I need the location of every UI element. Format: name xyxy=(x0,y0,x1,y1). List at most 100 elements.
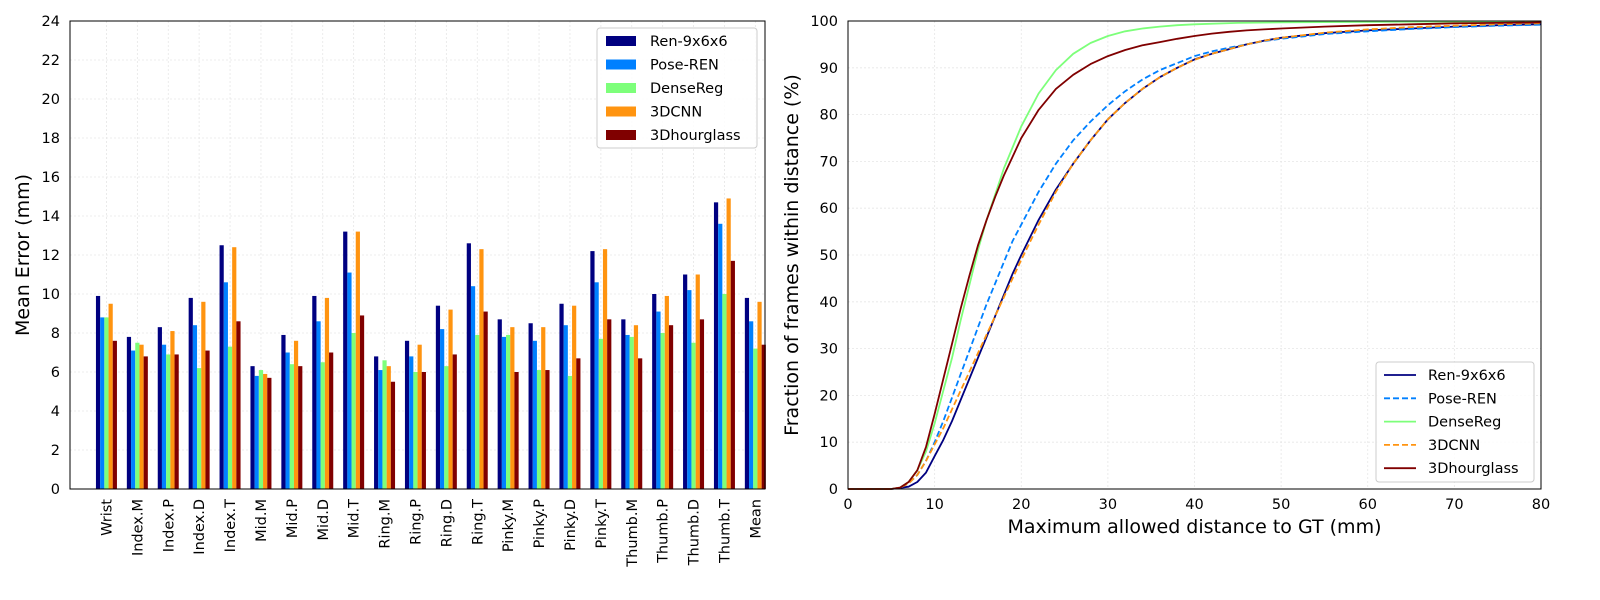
bar xyxy=(390,381,396,489)
legend-label: DenseReg xyxy=(1428,415,1501,431)
bar xyxy=(598,338,603,489)
bar xyxy=(452,354,457,489)
bar-y-tick-label: 20 xyxy=(42,92,60,108)
legend-label: Pose-REN xyxy=(1428,391,1497,407)
bar xyxy=(404,340,410,489)
bar xyxy=(374,356,379,489)
bar-x-tick-label: Thumb.P xyxy=(656,499,672,564)
bar-y-tick-label: 2 xyxy=(51,443,60,459)
bar-x-tick-label: Thumb.T xyxy=(717,499,733,564)
legend-swatch xyxy=(606,130,636,140)
bar xyxy=(219,245,224,489)
line-y-tick-label: 10 xyxy=(820,435,838,451)
bar xyxy=(683,274,688,489)
bar xyxy=(95,295,101,489)
bar xyxy=(514,372,519,489)
bar xyxy=(629,336,634,489)
bar xyxy=(267,377,272,489)
line-y-tick-label: 20 xyxy=(820,388,838,404)
line-chart-x-ticks: 0 10 20 30 40 50 60 70 80 xyxy=(843,497,1550,513)
bar xyxy=(324,297,330,489)
line-chart-y-axis-label: Fraction of frames within distance (%) xyxy=(781,74,803,436)
bar xyxy=(281,334,286,489)
bar-y-tick-label: 12 xyxy=(42,248,60,264)
bar xyxy=(497,319,502,489)
bar xyxy=(660,333,665,489)
bar xyxy=(722,294,727,489)
bar xyxy=(744,297,750,489)
bar xyxy=(170,331,175,489)
line-x-tick-label: 50 xyxy=(1272,497,1290,513)
legend-label: Ren-9x6x6 xyxy=(650,34,728,50)
line-y-tick-label: 60 xyxy=(820,201,838,217)
bar xyxy=(510,327,515,489)
bar xyxy=(135,342,140,489)
bar xyxy=(285,352,290,489)
bar xyxy=(355,231,360,489)
bar xyxy=(545,370,550,489)
bar-x-tick-label: Thumb.M xyxy=(625,499,641,568)
bar xyxy=(263,373,268,489)
bar xyxy=(435,305,441,489)
bar xyxy=(444,366,449,489)
bar xyxy=(594,282,599,489)
bar xyxy=(289,364,294,489)
line-y-tick-label: 50 xyxy=(820,248,838,264)
bar xyxy=(475,334,480,489)
bar xyxy=(108,303,113,489)
bar-y-tick-label: 4 xyxy=(51,404,60,420)
bar xyxy=(320,362,325,489)
bar xyxy=(329,352,334,489)
bar xyxy=(448,309,453,489)
bar xyxy=(607,319,612,489)
bar xyxy=(409,356,414,489)
bar xyxy=(506,334,511,489)
legend-label: DenseReg xyxy=(650,81,723,97)
bar xyxy=(139,344,144,489)
bar xyxy=(316,321,321,489)
bar-x-tick-label: Index.D xyxy=(192,499,208,555)
bar xyxy=(541,327,546,489)
line-y-tick-label: 80 xyxy=(820,108,838,124)
bar-x-tick-label: Mid.T xyxy=(347,499,363,538)
legend-label: 3Dhourglass xyxy=(650,128,741,144)
bar xyxy=(621,319,626,489)
bar-x-tick-label: Pinky.P xyxy=(532,499,548,549)
line-chart-lines xyxy=(848,20,1542,490)
bar xyxy=(757,301,762,489)
bar-y-tick-label: 14 xyxy=(42,209,60,225)
legend-label: 3Dhourglass xyxy=(1428,461,1519,477)
bar-x-tick-label: Mid.M xyxy=(254,499,270,542)
bar-y-tick-label: 18 xyxy=(42,131,60,147)
bar-x-tick-label: Pinky.D xyxy=(563,499,579,551)
bar xyxy=(100,317,105,489)
series-line xyxy=(848,21,1542,490)
bar-x-tick-label: Mean xyxy=(748,499,764,539)
bar xyxy=(695,274,700,489)
bar xyxy=(382,360,387,489)
bar-x-tick-label: Ring.T xyxy=(470,499,486,545)
line-chart-y-ticks: 0 10 20 30 40 50 60 70 80 90 100 xyxy=(810,14,838,498)
bar xyxy=(192,325,198,489)
line-y-tick-label: 40 xyxy=(820,295,838,311)
series-line xyxy=(848,22,1542,490)
bar xyxy=(501,336,507,489)
bar xyxy=(559,303,564,489)
bar-chart-x-ticks: Wrist Index.M Index.P Index.D Index.T Mid.M Mi… xyxy=(99,499,764,568)
bar xyxy=(567,375,573,489)
bar xyxy=(638,358,643,489)
bar-x-tick-label: Ring.D xyxy=(439,499,455,547)
bar xyxy=(131,350,136,489)
bar xyxy=(718,223,723,490)
bar xyxy=(351,333,356,489)
bar xyxy=(143,356,148,489)
bar xyxy=(753,348,758,489)
bar-x-tick-label: Ring.P xyxy=(408,499,424,545)
bar xyxy=(161,344,167,489)
bar-x-tick-label: Ring.M xyxy=(378,499,394,549)
bar-x-tick-label: Thumb.D xyxy=(687,499,703,566)
bar xyxy=(236,321,241,489)
line-y-tick-label: 100 xyxy=(810,14,838,30)
line-chart-panel: 0 10 20 30 40 50 60 70 80 90 100 0 10 20 30 40 50 60 70 80… xyxy=(781,14,1550,538)
